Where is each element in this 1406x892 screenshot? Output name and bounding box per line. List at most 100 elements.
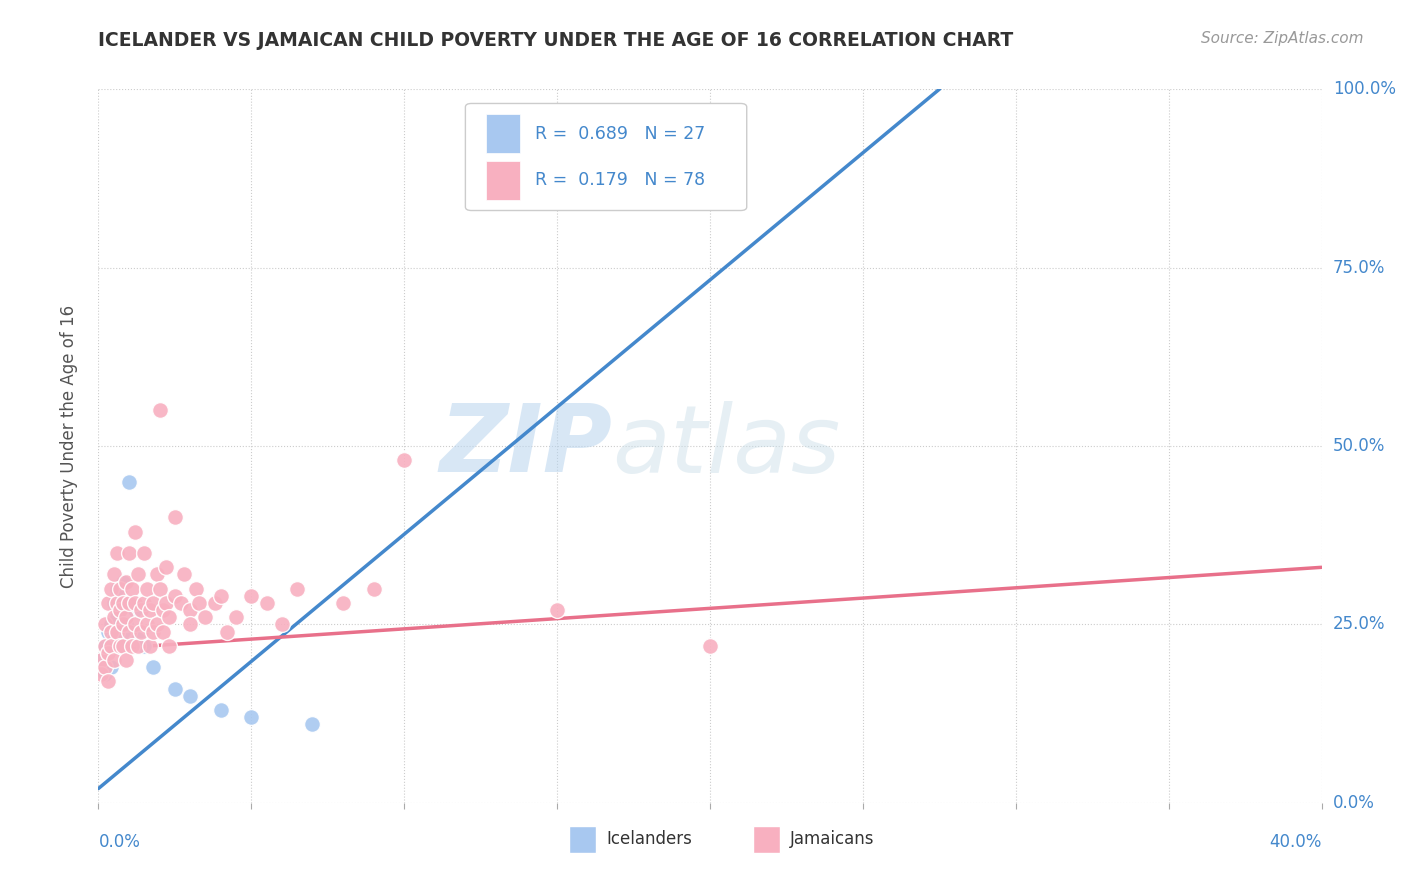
Point [118,475,141,489]
Point [93,667,115,681]
Point [240,589,263,603]
Text: Source: ZipAtlas.com: Source: ZipAtlas.com [1201,31,1364,46]
Point [155,596,177,610]
Point [103,596,125,610]
Point [108,639,131,653]
Point [118,624,141,639]
Point [105,546,128,560]
Point [127,567,149,582]
Point [285,582,308,596]
Point [145,567,167,582]
Point [127,632,149,646]
Bar [569,826,596,853]
Point [170,596,193,610]
Point [90,653,112,667]
Point [118,596,141,610]
Point [152,603,174,617]
Text: 75.0%: 75.0% [1333,259,1385,277]
Point [105,596,128,610]
Point [134,596,156,610]
Text: Icelanders: Icelanders [606,830,692,848]
Point [100,660,122,674]
Text: ICELANDER VS JAMAICAN CHILD POVERTY UNDER THE AGE OF 16 CORRELATION CHART: ICELANDER VS JAMAICAN CHILD POVERTY UNDE… [98,31,1014,50]
Point [93,639,115,653]
Point [97,646,120,660]
Point [163,589,186,603]
Point [136,617,159,632]
Point [129,624,152,639]
Point [145,617,167,632]
Point [100,582,122,596]
Point [136,582,159,596]
Point [111,639,134,653]
Point [118,546,141,560]
Point [134,546,156,560]
Point [105,624,128,639]
Point [142,660,165,674]
Point [90,667,112,681]
Point [121,582,143,596]
Point [97,596,120,610]
Point [256,596,278,610]
Point [139,639,162,653]
Point [173,567,195,582]
Point [149,403,172,417]
Point [118,596,141,610]
Point [179,689,201,703]
Point [97,624,120,639]
Point [115,574,138,589]
Point [108,582,131,596]
Point [301,717,323,731]
Text: Jamaicans: Jamaicans [790,830,875,848]
Point [155,560,177,574]
Point [157,610,180,624]
Point [93,639,115,653]
Text: 25.0%: 25.0% [1333,615,1385,633]
Point [111,617,134,632]
Point [209,703,232,717]
Text: atlas: atlas [612,401,841,491]
Point [115,617,138,632]
Point [188,596,211,610]
Point [240,710,263,724]
Point [105,610,128,624]
Bar [486,114,520,153]
Point [186,582,208,596]
Point [142,624,165,639]
Point [105,582,128,596]
Point [97,646,120,660]
Point [93,660,115,674]
Point [124,524,146,539]
Point [121,639,143,653]
Point [225,610,247,624]
Y-axis label: Child Poverty Under the Age of 16: Child Poverty Under the Age of 16 [59,304,77,588]
Point [332,596,354,610]
Point [209,589,232,603]
Point [127,639,149,653]
Point [124,603,146,617]
Point [204,596,226,610]
Point [97,674,120,689]
Text: R =  0.179   N = 78: R = 0.179 N = 78 [536,171,706,189]
Text: 100.0%: 100.0% [1333,80,1396,98]
Point [194,610,217,624]
Point [163,681,186,696]
Point [100,624,122,639]
Point [139,603,162,617]
Point [392,453,416,467]
Point [546,603,568,617]
Point [111,596,134,610]
Point [179,617,201,632]
Point [157,639,180,653]
Point [124,596,146,610]
Point [90,653,112,667]
Point [103,610,125,624]
Point [103,632,125,646]
Bar [752,826,780,853]
Text: 40.0%: 40.0% [1270,833,1322,851]
Point [152,624,174,639]
Point [111,574,134,589]
Text: 0.0%: 0.0% [98,833,141,851]
Text: R =  0.689   N = 27: R = 0.689 N = 27 [536,125,706,143]
Text: 50.0%: 50.0% [1333,437,1385,455]
